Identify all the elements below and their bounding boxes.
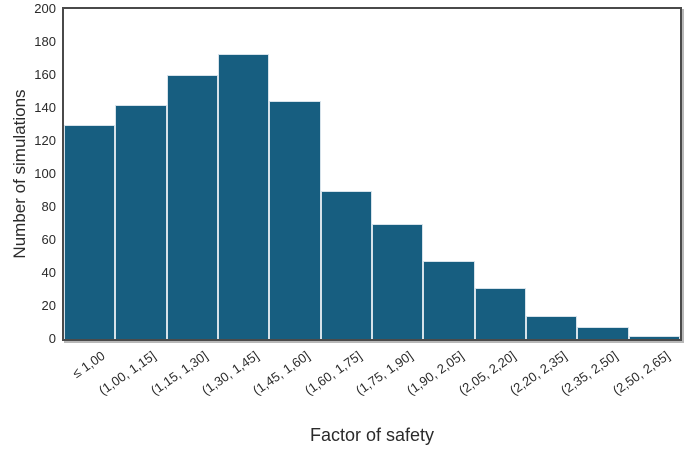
x-tick-label: (1,75, 1,90] xyxy=(352,348,416,399)
x-axis-title: Factor of safety xyxy=(309,425,435,445)
y-tick-label: 20 xyxy=(41,298,56,313)
histogram-bar xyxy=(269,101,321,339)
histogram-bar xyxy=(115,104,167,339)
x-tick-label: ≤ 1,00 xyxy=(69,348,108,381)
histogram-bar xyxy=(628,335,680,339)
x-tick-label: (2,05, 2,20] xyxy=(455,348,518,399)
plot-area xyxy=(62,7,682,341)
x-tick-label: (1,90, 2,05] xyxy=(404,348,467,399)
y-tick-label: 0 xyxy=(48,331,56,346)
x-tick-label: (2,50, 2,65] xyxy=(609,348,672,399)
y-tick-label: 120 xyxy=(34,133,56,148)
y-tick-label: 200 xyxy=(34,1,56,16)
x-tick-label: (1,30, 1,45] xyxy=(198,348,262,399)
y-tick-label: 40 xyxy=(41,265,56,280)
x-tick-label: (1,00, 1,15] xyxy=(96,348,159,399)
x-tick-label: (2,20, 2,35] xyxy=(506,348,570,399)
histogram-bar xyxy=(217,53,270,339)
bars-container xyxy=(64,9,680,339)
y-tick-label: 160 xyxy=(34,67,56,82)
histogram-bar xyxy=(64,124,116,339)
x-tick-label: (1,15, 1,30] xyxy=(147,348,210,399)
y-tick-label: 140 xyxy=(34,100,56,115)
y-tick-label: 60 xyxy=(41,232,56,247)
histogram-bar xyxy=(371,223,424,339)
x-tick-label: (1,60, 1,75] xyxy=(301,348,364,399)
x-tick-label: (2,35, 2,50] xyxy=(558,348,621,399)
histogram-bar xyxy=(474,287,526,339)
histogram-bar xyxy=(423,261,475,339)
y-tick-label: 80 xyxy=(41,199,56,214)
x-tick-label: (1,45, 1,60] xyxy=(250,348,313,399)
y-tick-label: 180 xyxy=(34,34,56,49)
y-axis-title: Number of simulations xyxy=(10,89,29,259)
histogram-bar xyxy=(577,327,629,339)
histogram-bar xyxy=(320,190,372,339)
y-tick-label: 100 xyxy=(34,166,56,181)
histogram-bar xyxy=(166,75,218,339)
histogram-bar xyxy=(525,315,578,339)
